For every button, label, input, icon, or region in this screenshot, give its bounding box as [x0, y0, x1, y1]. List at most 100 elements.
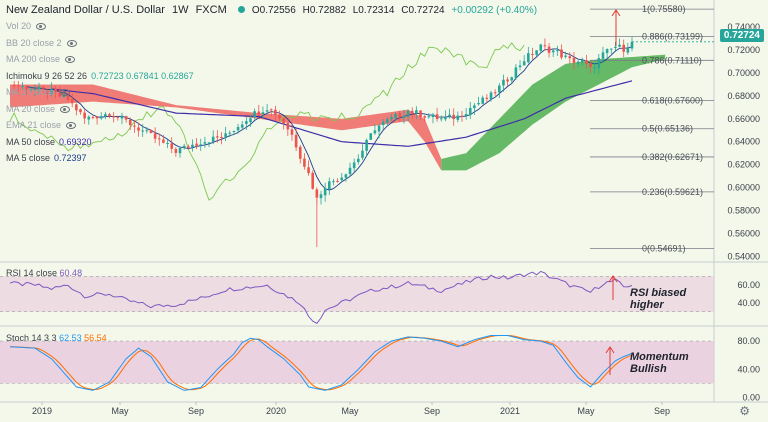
visibility-eye-icon[interactable]: [66, 122, 77, 129]
settings-gear-icon[interactable]: ⚙: [739, 404, 750, 418]
fib-level-label: 0(0.54691): [642, 243, 686, 253]
stoch-axis-tick: 0.00: [742, 392, 760, 402]
price-axis-tick: 0.66000: [727, 114, 760, 124]
market-status-dot-icon: [237, 6, 245, 13]
indicator-label: MA 20 close: [6, 87, 56, 97]
time-axis-tick: Sep: [654, 406, 670, 416]
candle-body: [290, 129, 294, 135]
candle-body: [195, 143, 198, 146]
candle-body: [535, 50, 538, 55]
indicator-label: MA 5 close: [6, 153, 51, 163]
candle-body: [431, 114, 435, 117]
indicator-label: MA 20 close: [6, 103, 56, 114]
indicator-legend-row[interactable]: Vol 20: [6, 21, 47, 31]
indicator-legend-row[interactable]: MA 20 close: [6, 87, 71, 97]
indicator-legend-row[interactable]: BB 20 close 2: [6, 38, 77, 48]
visibility-eye-icon[interactable]: [66, 39, 77, 47]
candle-body: [157, 138, 161, 140]
candle-body: [348, 167, 352, 175]
candle-body: [99, 116, 103, 119]
indicator-legend-row[interactable]: MA 5 close 0.72397: [6, 153, 87, 163]
candle-body: [70, 98, 74, 104]
indicator-legend-row[interactable]: MA 50 close 0.69320: [6, 137, 92, 147]
candle-body: [298, 146, 302, 159]
close-value: C0.72724: [401, 5, 445, 16]
candle-body: [377, 125, 381, 132]
ichimoku-cloud-bullish: [441, 54, 666, 171]
symbol-name[interactable]: New Zealand Dollar / U.S. Dollar: [6, 4, 165, 16]
time-axis-tick: Sep: [188, 406, 204, 416]
candle-body: [564, 55, 567, 57]
ichimoku-cloud-bearish: [10, 84, 442, 171]
upward-arrow-head: [611, 9, 621, 17]
candle-body: [601, 52, 605, 59]
candle-body: [556, 50, 559, 52]
candle-body: [340, 177, 344, 181]
candle-body: [481, 97, 485, 104]
candle-body: [245, 121, 248, 124]
rsi-label[interactable]: RSI 14 close: [6, 268, 58, 278]
candle-body: [506, 79, 509, 82]
time-axis-tick: 2020: [266, 406, 286, 416]
candle-body: [249, 118, 252, 123]
candle-body: [307, 167, 310, 174]
candle-body: [593, 67, 596, 69]
indicator-legend-row[interactable]: MA 200 close: [6, 54, 76, 64]
candle-body: [16, 85, 20, 87]
price-axis-tick: 0.74000: [727, 22, 760, 32]
candle-body: [576, 61, 580, 64]
candle-body: [33, 88, 37, 90]
candle-body: [261, 112, 265, 114]
candle-body: [427, 116, 431, 118]
candle-body: [626, 47, 630, 53]
candle-body: [253, 111, 256, 118]
visibility-eye-icon[interactable]: [60, 105, 71, 113]
candle-body: [133, 125, 136, 127]
candle-body: [54, 88, 57, 93]
indicator-legend-row[interactable]: MA 20 close: [6, 103, 71, 114]
candle-body: [149, 129, 153, 134]
candle-body: [12, 84, 16, 87]
candle-body: [240, 124, 244, 128]
visibility-eye-icon[interactable]: [36, 23, 47, 30]
stoch-axis-tick: 80.00: [737, 336, 760, 346]
candle-body: [269, 109, 273, 111]
candle-body: [58, 92, 62, 97]
indicator-legend-row[interactable]: EMA 21 close: [6, 120, 77, 130]
candle-body: [124, 116, 128, 120]
candle-body: [265, 110, 269, 112]
ma50-line: [51, 80, 633, 147]
candle-body: [493, 92, 497, 94]
candle-body: [199, 144, 203, 146]
rsi-axis-tick: 40.00: [737, 298, 760, 308]
indicator-legend-row[interactable]: Ichimoku 9 26 52 26 0.72723 0.67841 0.628…: [6, 71, 194, 81]
candle-body: [423, 116, 426, 118]
candle-body: [406, 110, 410, 117]
price-axis-tick: 0.68000: [727, 91, 760, 101]
candle-body: [83, 112, 86, 119]
interval-label[interactable]: 1W: [172, 4, 189, 16]
price-axis-tick: 0.60000: [727, 183, 760, 193]
time-axis-tick: 2021: [500, 406, 520, 416]
candle-body: [21, 85, 24, 87]
candle-body: [294, 134, 298, 148]
visibility-eye-icon[interactable]: [65, 56, 76, 63]
candle-body: [419, 110, 422, 118]
price-axis-tick: 0.62000: [727, 160, 760, 170]
candle-body: [531, 54, 534, 56]
indicator-value: 0.69320: [59, 136, 92, 147]
ohlc-values: O0.72556 H0.72882 L0.72314 C0.72724 +0.0…: [252, 5, 541, 16]
candle-body: [116, 116, 120, 118]
stoch-label[interactable]: Stoch 14 3 3: [6, 333, 57, 343]
candle-body: [464, 114, 468, 117]
candle-body: [224, 133, 227, 137]
candle-body: [357, 158, 360, 163]
candle-body: [220, 136, 223, 138]
candle-body: [141, 130, 144, 132]
candle-body: [361, 150, 364, 158]
stoch-band: [0, 341, 714, 384]
indicator-label: Vol 20: [6, 21, 32, 31]
visibility-eye-icon[interactable]: [60, 89, 71, 96]
candle-body: [332, 181, 335, 183]
